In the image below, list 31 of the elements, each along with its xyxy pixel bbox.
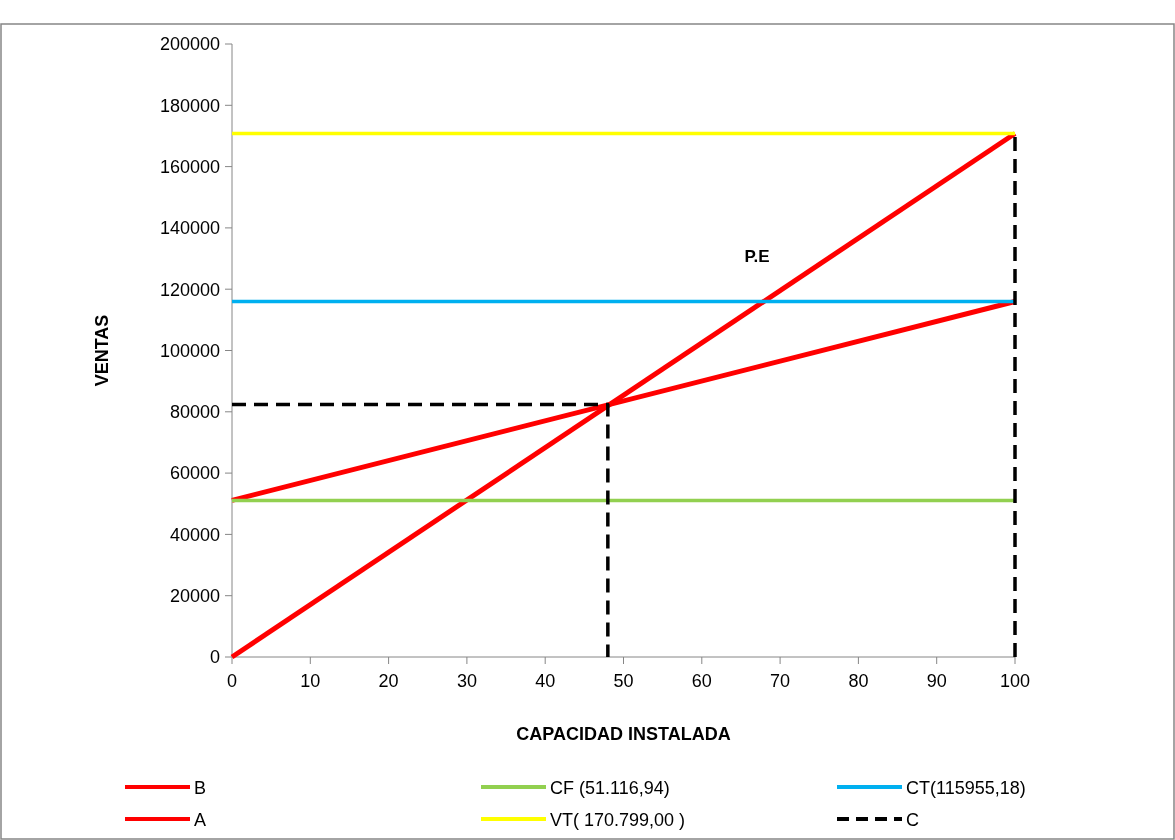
- y-tick-label: 40000: [169, 524, 220, 545]
- y-tick-label: 20000: [169, 586, 220, 606]
- x-tick-label: 60: [691, 671, 712, 691]
- y-tick-label: 80000: [169, 402, 220, 423]
- legend-label: B: [194, 778, 207, 798]
- x-tick-label: 20: [378, 671, 399, 691]
- x-tick-label: 30: [456, 671, 477, 691]
- legend-label: CF (51.116,94): [550, 778, 670, 798]
- legend-label: C: [906, 810, 919, 830]
- x-tick-label: 40: [535, 671, 556, 691]
- y-tick-label: 180000: [159, 95, 220, 116]
- y-tick-label: 200000: [159, 34, 220, 55]
- x-tick-label: 80: [848, 671, 869, 691]
- y-tick-label: 140000: [159, 218, 220, 239]
- legend-label: VT( 170.799,00 ): [550, 810, 686, 830]
- legend-label: A: [194, 810, 207, 830]
- x-tick-label: 100: [999, 671, 1031, 691]
- y-axis-title: VENTAS: [92, 314, 112, 387]
- y-tick-label: 60000: [169, 463, 220, 484]
- x-tick-label: 90: [926, 671, 947, 691]
- y-tick-label: 100000: [159, 340, 220, 361]
- annotation: P.E: [744, 247, 770, 266]
- y-tick-label: 120000: [159, 279, 220, 300]
- x-tick-label: 50: [613, 671, 634, 691]
- y-tick-label: 160000: [159, 156, 220, 177]
- x-axis-title: CAPACIDAD INSTALADA: [516, 724, 731, 744]
- y-tick-label: 0: [209, 647, 220, 668]
- legend-label: CT(115955,18): [906, 778, 1026, 798]
- x-tick-label: 10: [300, 671, 321, 691]
- x-tick-label: 70: [770, 671, 791, 691]
- x-tick-label: 0: [226, 671, 238, 691]
